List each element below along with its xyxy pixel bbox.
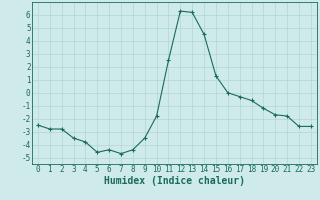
X-axis label: Humidex (Indice chaleur): Humidex (Indice chaleur) bbox=[104, 176, 245, 186]
